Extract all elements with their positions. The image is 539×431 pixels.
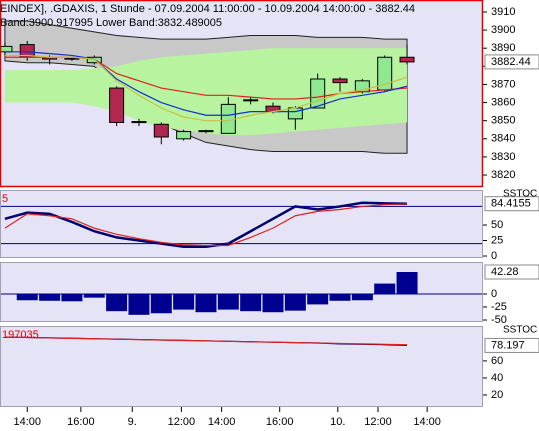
bar <box>16 294 38 301</box>
x-tick-label: 12:00 <box>168 416 196 428</box>
y-tick-label: 3840 <box>491 133 515 145</box>
panel-subtitle: Band:3900.917995 Lower Band:3832.489005 <box>0 17 222 29</box>
last-value-box <box>484 337 539 353</box>
candle-body <box>198 130 214 133</box>
candle-body <box>86 56 102 64</box>
candle-body <box>220 103 236 134</box>
panel-border <box>0 0 484 188</box>
series-line <box>4 51 408 116</box>
corner-label: SSTOC <box>503 325 537 336</box>
last-value-box <box>484 196 539 212</box>
candle-body <box>310 78 326 109</box>
y-tick-label: 40 <box>491 372 503 384</box>
y-tick-label: 60 <box>491 355 503 367</box>
panel-title: EINDEX], .GDAXIS, 1 Stunde - 07.09.2004 … <box>0 3 415 15</box>
y-tick-label: 3830 <box>491 151 515 163</box>
candle-body <box>399 56 415 63</box>
last-value-label: 84.4155 <box>491 198 531 210</box>
bar <box>329 294 351 301</box>
y-tick-label: 50 <box>491 219 503 231</box>
y-tick-label: 3890 <box>491 42 515 54</box>
y-tick-label: 0 <box>491 288 497 300</box>
candle-body <box>153 123 169 138</box>
bar <box>240 294 262 312</box>
series-line <box>4 203 408 247</box>
y-tick-label: -25 <box>491 301 507 313</box>
panel-title: 5 <box>2 193 8 205</box>
panel-border <box>0 326 483 407</box>
y-tick-label: 3870 <box>491 78 515 90</box>
bar <box>262 294 284 313</box>
panel-border <box>0 262 483 322</box>
last-value-box <box>484 264 539 280</box>
x-tick-label: 14:00 <box>208 416 236 428</box>
bar <box>374 283 396 295</box>
candle-body <box>176 131 192 140</box>
bar <box>83 294 105 298</box>
series-line <box>4 54 408 122</box>
y-tick-label: 25 <box>491 234 503 246</box>
bar <box>106 294 128 312</box>
bar <box>128 294 150 315</box>
y-tick-label: 3910 <box>491 6 515 18</box>
bar <box>173 294 195 310</box>
x-tick-label: 16:00 <box>67 416 95 428</box>
y-tick-label: 3820 <box>491 169 515 181</box>
last-value-box <box>484 54 539 70</box>
panel-border <box>0 190 483 258</box>
y-tick-label: 3900 <box>491 24 515 36</box>
corner-label: SSTOC <box>503 189 537 200</box>
bar <box>284 294 306 311</box>
panel-background <box>0 190 483 258</box>
bar <box>217 294 239 310</box>
series-line <box>4 336 408 346</box>
candle-body <box>287 107 303 120</box>
bar <box>39 294 61 301</box>
bar <box>396 272 418 295</box>
bar <box>351 294 373 301</box>
candle-body <box>64 57 80 60</box>
x-tick-label: 10. <box>330 416 345 428</box>
bar <box>61 294 83 302</box>
x-tick-label: 16:00 <box>266 416 294 428</box>
y-tick-label: 3860 <box>491 96 515 108</box>
x-tick-label: 14:00 <box>13 416 41 428</box>
y-tick-label: 0 <box>491 250 497 262</box>
panel-background <box>0 326 483 407</box>
candle-body <box>131 121 147 124</box>
last-value-label: 3882.44 <box>491 56 531 68</box>
bar <box>150 294 172 314</box>
x-tick-label: 9. <box>128 416 137 428</box>
bar <box>307 294 329 305</box>
y-tick-label: 3850 <box>491 115 515 127</box>
bar <box>195 294 217 313</box>
candle-body <box>0 45 13 53</box>
y-tick-label: -50 <box>491 314 507 326</box>
x-tick-label: 12:00 <box>364 416 392 428</box>
panel-title: 197035 <box>2 329 39 341</box>
candle-body <box>243 99 259 102</box>
series-line <box>4 201 408 248</box>
x-tick-label: 14:00 <box>413 416 441 428</box>
candle-body <box>332 78 348 84</box>
y-tick-label: 20 <box>491 389 503 401</box>
last-value-label: 42.28 <box>491 266 519 278</box>
candle-body <box>109 87 125 123</box>
last-value-label: 78.197 <box>491 339 525 351</box>
